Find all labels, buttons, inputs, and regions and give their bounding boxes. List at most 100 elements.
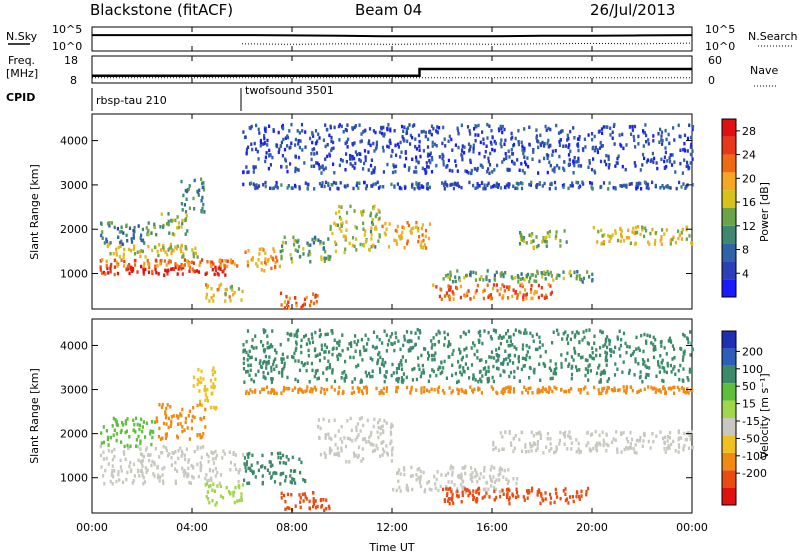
data-cell bbox=[572, 161, 575, 165]
data-cell bbox=[501, 296, 504, 300]
data-cell bbox=[565, 497, 569, 501]
data-cell bbox=[325, 345, 328, 350]
data-cell bbox=[290, 122, 293, 127]
data-cell bbox=[407, 168, 410, 172]
data-cell bbox=[521, 284, 524, 289]
data-cell bbox=[399, 361, 402, 365]
data-cell bbox=[422, 185, 425, 189]
data-cell bbox=[520, 140, 523, 145]
data-cell bbox=[319, 332, 322, 337]
data-cell bbox=[113, 225, 116, 230]
data-cell bbox=[387, 245, 391, 249]
data-cell bbox=[401, 225, 404, 229]
data-cell bbox=[279, 461, 282, 465]
data-cell bbox=[422, 371, 425, 375]
data-cell bbox=[483, 487, 486, 491]
data-cell bbox=[437, 329, 440, 334]
data-cell bbox=[472, 270, 475, 275]
data-cell bbox=[466, 125, 470, 129]
data-cell bbox=[605, 449, 608, 453]
data-cell bbox=[360, 378, 363, 382]
data-cell bbox=[523, 127, 526, 131]
data-cell bbox=[291, 477, 294, 481]
data-cell bbox=[571, 330, 574, 335]
data-cell bbox=[677, 236, 680, 241]
data-cell bbox=[210, 296, 213, 300]
data-cell bbox=[598, 391, 601, 396]
data-cell bbox=[370, 245, 373, 249]
colorbar-swatch bbox=[722, 190, 736, 208]
data-cell bbox=[261, 453, 264, 458]
data-cell bbox=[205, 296, 208, 300]
data-cell bbox=[238, 485, 241, 490]
data-cell bbox=[206, 399, 210, 403]
data-cell bbox=[484, 372, 487, 376]
data-cell bbox=[560, 365, 563, 369]
data-cell bbox=[570, 355, 573, 359]
data-cell bbox=[547, 126, 550, 131]
data-cell bbox=[161, 402, 164, 407]
data-cell bbox=[371, 218, 374, 222]
data-cell bbox=[641, 225, 644, 229]
data-cell bbox=[156, 264, 159, 268]
colorbar-tick-label: -15 bbox=[742, 415, 760, 428]
data-cell bbox=[461, 466, 464, 470]
data-cell bbox=[415, 182, 418, 186]
data-cell bbox=[661, 358, 664, 363]
data-cell bbox=[321, 165, 324, 169]
y-tick-label: 1000 bbox=[60, 268, 88, 281]
data-cell bbox=[529, 366, 532, 371]
data-cell bbox=[390, 182, 393, 187]
data-cell bbox=[219, 473, 223, 477]
data-cell bbox=[242, 343, 245, 347]
data-cell bbox=[503, 468, 506, 473]
data-cell bbox=[683, 349, 686, 353]
data-cell bbox=[524, 160, 527, 164]
colorbar-swatch bbox=[722, 261, 736, 280]
data-cell bbox=[504, 152, 507, 156]
data-cell bbox=[179, 422, 182, 426]
data-cell bbox=[330, 329, 333, 333]
data-cell bbox=[680, 386, 684, 390]
data-cell bbox=[184, 217, 187, 221]
data-cell bbox=[316, 294, 319, 298]
data-cell bbox=[525, 274, 528, 278]
data-cell bbox=[673, 391, 676, 395]
data-cell bbox=[473, 352, 476, 357]
data-cell bbox=[545, 240, 548, 244]
data-cell bbox=[624, 167, 627, 172]
data-cell bbox=[312, 497, 315, 501]
data-cell bbox=[175, 414, 178, 418]
data-cell bbox=[578, 134, 581, 139]
data-cell bbox=[576, 143, 579, 147]
data-cell bbox=[571, 495, 574, 499]
data-cell bbox=[489, 335, 492, 339]
data-cell bbox=[456, 269, 459, 273]
data-cell bbox=[607, 234, 610, 238]
freq-tick-bottom: 8 bbox=[70, 74, 77, 87]
data-cell bbox=[554, 371, 557, 375]
data-cell bbox=[666, 446, 669, 451]
data-cell bbox=[682, 182, 685, 186]
data-cell bbox=[490, 142, 493, 146]
data-cell bbox=[440, 473, 443, 477]
data-cell bbox=[555, 366, 558, 370]
data-cell bbox=[680, 436, 683, 440]
data-cell bbox=[581, 180, 584, 184]
data-cell bbox=[122, 423, 125, 427]
data-cell bbox=[280, 140, 283, 145]
data-cell bbox=[151, 269, 154, 274]
data-cell bbox=[206, 490, 209, 494]
data-cell bbox=[184, 471, 187, 475]
data-cell bbox=[520, 232, 523, 237]
data-cell bbox=[120, 258, 123, 262]
data-cell bbox=[645, 341, 648, 345]
data-cell bbox=[180, 449, 184, 454]
data-cell bbox=[631, 352, 634, 356]
data-cell bbox=[616, 156, 619, 161]
data-cell bbox=[369, 374, 372, 379]
data-cell bbox=[613, 142, 616, 146]
data-cell bbox=[153, 461, 156, 465]
data-cell bbox=[408, 338, 411, 343]
data-cell bbox=[629, 430, 632, 435]
